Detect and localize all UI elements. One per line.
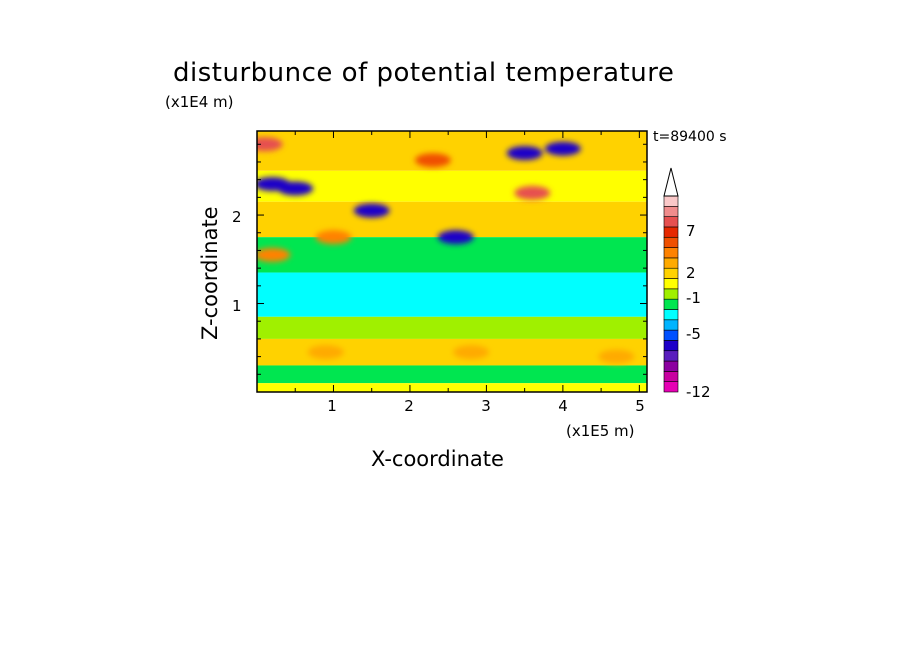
time-annotation: t=89400 s	[653, 129, 727, 145]
contour-band	[257, 383, 647, 392]
colorbar-bin	[663, 309, 679, 321]
contour-feature	[277, 181, 314, 196]
y-tick-label: 2	[232, 208, 242, 226]
colorbar-extend-arrow	[663, 167, 679, 197]
colorbar-tick-label: 7	[686, 222, 696, 240]
colorbar-bin	[663, 267, 679, 279]
x-axis-label: X-coordinate	[371, 447, 504, 471]
colorbar-bin	[663, 288, 679, 300]
contour-feature	[506, 146, 543, 161]
contour-band	[257, 170, 647, 202]
colorbar-bin	[663, 278, 679, 290]
contour-feature	[437, 230, 474, 245]
contour-feature	[544, 141, 581, 156]
x-axis-unit: (x1E5 m)	[566, 422, 635, 440]
contour-feature	[598, 349, 635, 364]
contour-feature	[414, 153, 451, 168]
contour-feature	[353, 203, 390, 218]
colorbar-tick-label: -12	[686, 383, 711, 401]
x-tick-label: 5	[635, 397, 645, 415]
contour-feature	[257, 137, 283, 152]
axis-ticks	[256, 131, 647, 393]
contour-band	[257, 272, 647, 317]
colorbar-bin	[663, 257, 679, 269]
colorbar-bin	[663, 216, 679, 228]
colorbar-bin	[663, 360, 679, 372]
y-tick-label: 1	[232, 297, 242, 315]
chart-title: disturbunce of potential temperature	[173, 58, 675, 88]
contour-feature	[315, 230, 352, 245]
colorbar-tick-label: 2	[686, 264, 696, 282]
contour-band	[257, 365, 647, 384]
colorbar-bin	[663, 319, 679, 331]
contour-field	[257, 131, 647, 392]
colorbar-bin	[663, 247, 679, 259]
x-tick-label: 2	[404, 397, 414, 415]
x-tick-label: 1	[327, 397, 337, 415]
colorbar-bin	[663, 371, 679, 382]
contour-feature	[307, 345, 344, 360]
x-tick-label: 4	[558, 397, 568, 415]
z-axis-unit: (x1E4 m)	[165, 93, 234, 111]
colorbar-bin	[663, 381, 679, 393]
colorbar-bin	[663, 206, 679, 217]
colorbar	[663, 167, 679, 393]
colorbar-bin	[663, 329, 679, 341]
colorbar-tick-label: -1	[686, 289, 701, 307]
contour-feature	[257, 247, 291, 262]
colorbar-bin	[663, 298, 679, 310]
colorbar-bin	[663, 195, 679, 207]
x-tick-label: 3	[481, 397, 491, 415]
colorbar-bin	[663, 236, 679, 248]
contour-feature	[514, 185, 551, 200]
contour-band	[257, 131, 647, 171]
contour-band	[257, 316, 647, 339]
contour-features	[257, 137, 635, 364]
plot-frame	[256, 130, 648, 393]
colorbar-bin	[663, 340, 679, 352]
colorbar-bin	[663, 226, 679, 238]
contour-feature	[453, 345, 490, 360]
colorbar-tick-label: -5	[686, 325, 701, 343]
colorbar-bin	[663, 350, 679, 362]
